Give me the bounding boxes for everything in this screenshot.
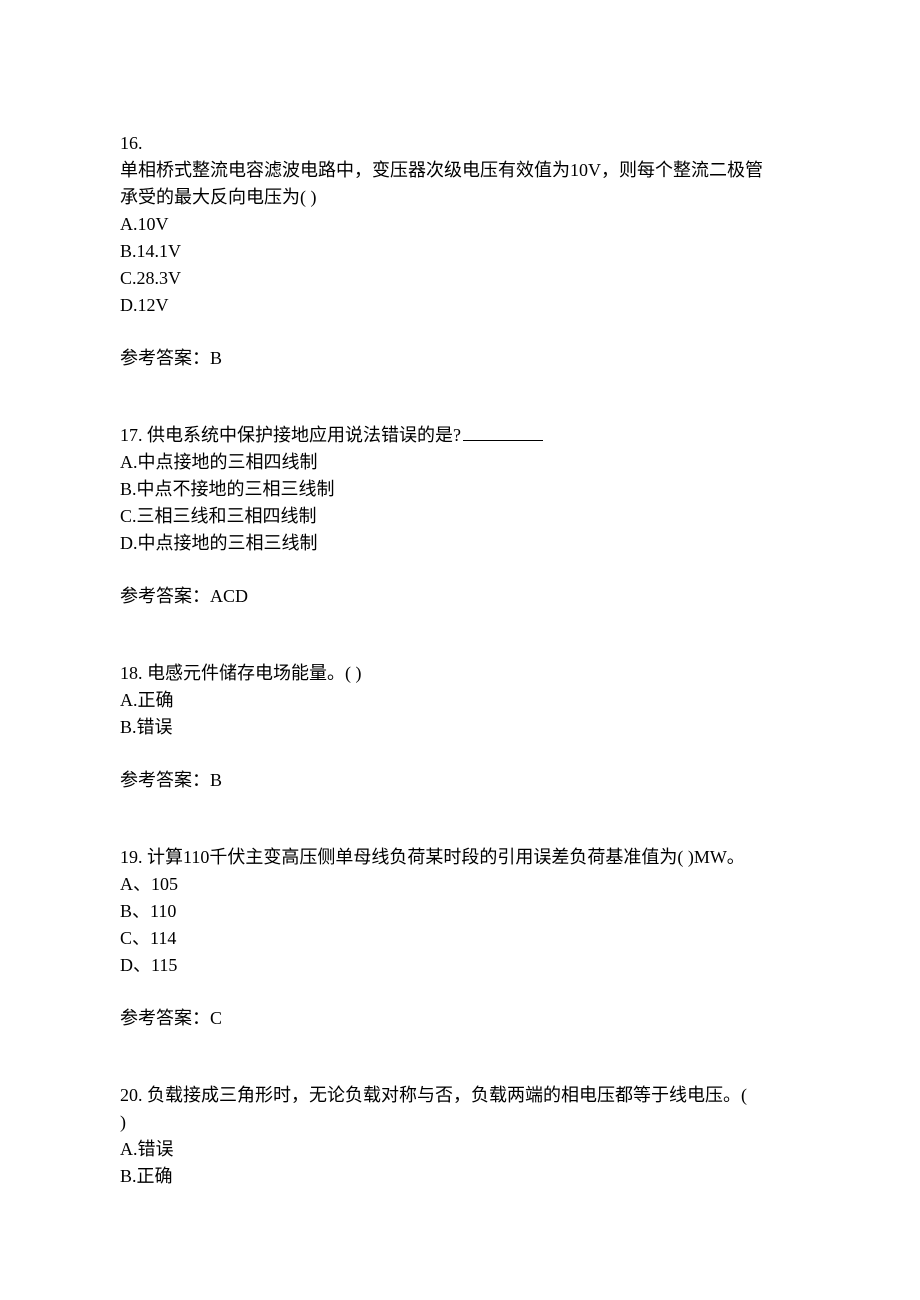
- option-a: A.10V: [120, 211, 800, 238]
- question-16: 16. 单相桥式整流电容滤波电路中，变压器次级电压有效值为10V，则每个整流二极…: [120, 130, 800, 372]
- question-number: 19.: [120, 847, 147, 867]
- option-c: C.28.3V: [120, 265, 800, 292]
- fill-blank: [463, 423, 543, 441]
- answer-label: 参考答案：C: [120, 1005, 800, 1032]
- question-stem: 18. 电感元件储存电场能量。( ): [120, 660, 800, 687]
- question-stem-text: 电感元件储存电场能量。( ): [147, 663, 362, 683]
- option-a: A.正确: [120, 687, 800, 714]
- option-a: A.中点接地的三相四线制: [120, 449, 800, 476]
- question-stem-text: 供电系统中保护接地应用说法错误的是?: [147, 425, 461, 445]
- option-d: D、115: [120, 952, 800, 979]
- question-stem-line2: ): [120, 1109, 800, 1136]
- question-17: 17. 供电系统中保护接地应用说法错误的是? A.中点接地的三相四线制 B.中点…: [120, 422, 800, 610]
- question-20: 20. 负载接成三角形时，无论负载对称与否，负载两端的相电压都等于线电压。( )…: [120, 1082, 800, 1190]
- option-d: D.12V: [120, 292, 800, 319]
- question-stem-text: 计算110千伏主变高压侧单母线负荷某时段的引用误差负荷基准值为( )MW。: [147, 847, 745, 867]
- question-number: 16.: [120, 130, 800, 157]
- option-a: A、105: [120, 871, 800, 898]
- question-number: 20.: [120, 1085, 147, 1105]
- question-number: 17.: [120, 425, 147, 445]
- option-b: B.正确: [120, 1163, 800, 1190]
- question-stem-line2: 承受的最大反向电压为( ): [120, 184, 800, 211]
- question-18: 18. 电感元件储存电场能量。( ) A.正确 B.错误 参考答案：B: [120, 660, 800, 794]
- option-b: B.中点不接地的三相三线制: [120, 476, 800, 503]
- option-c: C、114: [120, 925, 800, 952]
- question-stem-line1: 20. 负载接成三角形时，无论负载对称与否，负载两端的相电压都等于线电压。(: [120, 1082, 800, 1109]
- question-stem: 19. 计算110千伏主变高压侧单母线负荷某时段的引用误差负荷基准值为( )MW…: [120, 844, 800, 871]
- question-stem-text: 负载接成三角形时，无论负载对称与否，负载两端的相电压都等于线电压。(: [147, 1085, 747, 1105]
- answer-label: 参考答案：ACD: [120, 583, 800, 610]
- answer-label: 参考答案：B: [120, 767, 800, 794]
- question-stem: 17. 供电系统中保护接地应用说法错误的是?: [120, 422, 800, 449]
- option-a: A.错误: [120, 1136, 800, 1163]
- option-c: C.三相三线和三相四线制: [120, 503, 800, 530]
- question-number: 18.: [120, 663, 147, 683]
- option-b: B.14.1V: [120, 238, 800, 265]
- question-stem-line1: 单相桥式整流电容滤波电路中，变压器次级电压有效值为10V，则每个整流二极管: [120, 157, 800, 184]
- option-b: B.错误: [120, 714, 800, 741]
- option-b: B、110: [120, 898, 800, 925]
- option-d: D.中点接地的三相三线制: [120, 530, 800, 557]
- question-19: 19. 计算110千伏主变高压侧单母线负荷某时段的引用误差负荷基准值为( )MW…: [120, 844, 800, 1032]
- answer-label: 参考答案：B: [120, 345, 800, 372]
